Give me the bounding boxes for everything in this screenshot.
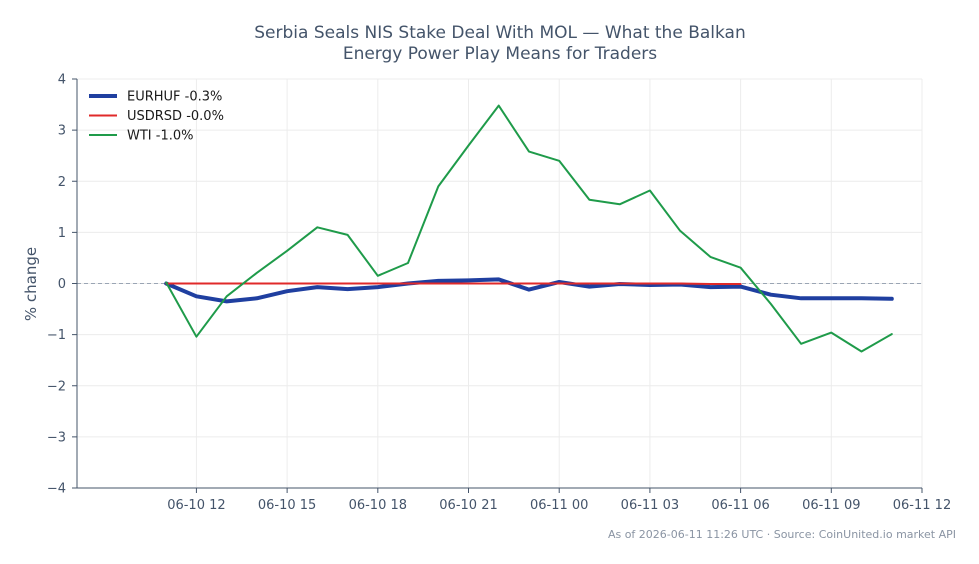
x-tick-label: 06-10 18 [349,498,407,513]
tick-labels: 4 3 2 1 0 −1 −2 −3 −4 06-10 12 06-10 15 06-10 18 06-… [47,73,951,514]
y-tick-label: −2 [47,379,66,394]
x-tick-label: 06-11 09 [802,498,860,513]
x-tick-label: 06-11 12 [893,498,951,513]
x-tick-label: 06-11 06 [711,498,769,513]
y-tick-label: −4 [47,482,66,497]
series-line-wti [165,104,893,353]
y-tick-label: 3 [58,124,66,139]
data-series [164,104,894,353]
source-footer: As of 2026-06-11 11:26 UTC · Source: Coi… [608,528,956,541]
y-tick-label: 2 [58,175,66,190]
chart-title-line-2: Energy Power Play Means for Traders [343,44,657,64]
x-tick-label: 06-10 21 [439,498,497,513]
y-tick-label: −3 [47,430,66,445]
y-tick-label: 0 [58,277,66,292]
legend-label-eurhuf: EURHUF -0.3% [127,90,222,105]
y-axis-label: % change [22,247,40,321]
x-tick-label: 06-10 15 [258,498,316,513]
legend-label-usdrsd: USDRSD -0.0% [127,109,224,124]
y-tick-label: 4 [58,73,66,88]
chart-title-line-1: Serbia Seals NIS Stake Deal With MOL — W… [254,23,745,43]
series-line-eurhuf [164,277,894,304]
legend-label-wti: WTI -1.0% [127,129,193,144]
x-tick-label: 06-11 03 [621,498,679,513]
legend: EURHUF -0.3% USDRSD -0.0% WTI -1.0% [89,90,224,144]
y-tick-label: −1 [47,328,66,343]
x-tick-label: 06-11 00 [530,498,588,513]
axes [72,78,923,493]
y-tick-label: 1 [58,226,66,241]
x-tick-label: 06-10 12 [167,498,225,513]
series-line-usdrsd [165,282,742,285]
